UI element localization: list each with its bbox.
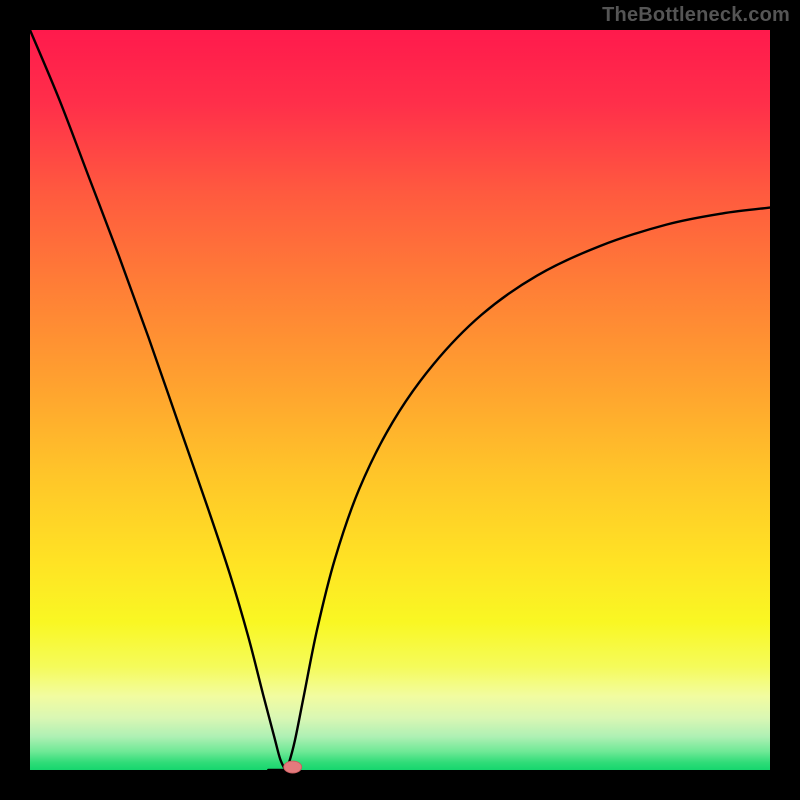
- optimal-point-marker: [284, 761, 302, 773]
- bottleneck-chart: [0, 0, 800, 800]
- plot-background: [30, 30, 770, 770]
- chart-frame: TheBottleneck.com: [0, 0, 800, 800]
- watermark-text: TheBottleneck.com: [602, 4, 790, 27]
